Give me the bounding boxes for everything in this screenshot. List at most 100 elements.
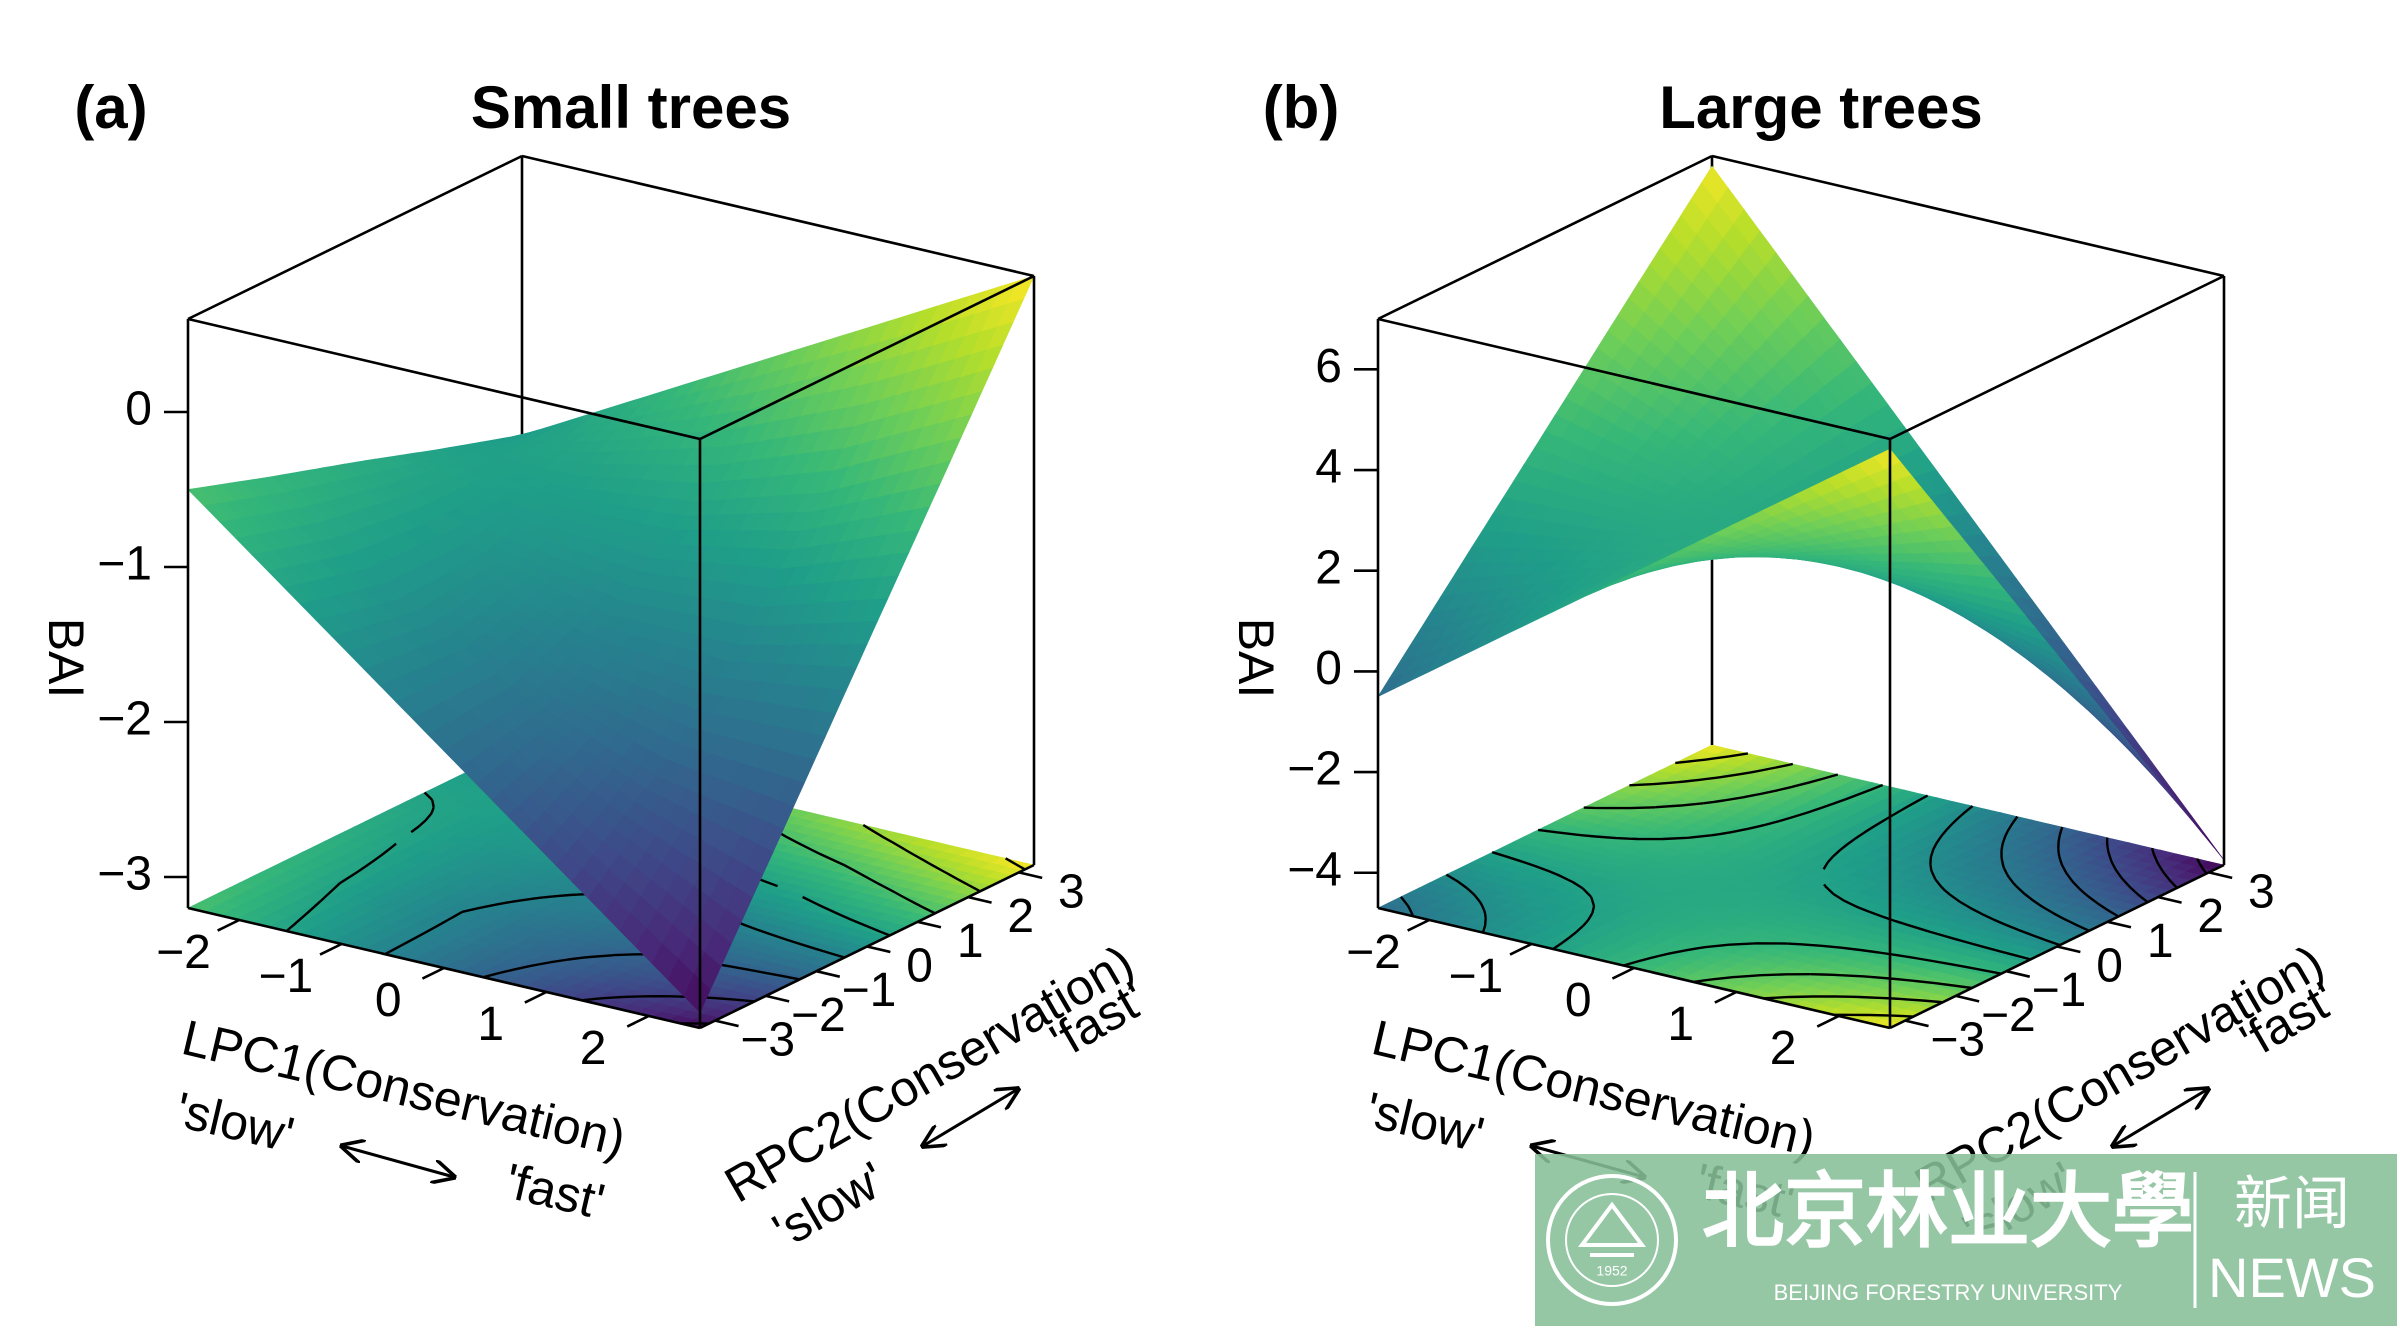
y-tick <box>714 1019 739 1028</box>
z-axis-label: BAI <box>1228 618 1284 699</box>
contour-line <box>1718 819 1780 836</box>
y-tick-label: −3 <box>1930 1014 1985 1067</box>
x-tick-label: 0 <box>1565 974 1592 1027</box>
box-edge <box>1889 274 2225 441</box>
y-tick-label: −1 <box>842 964 897 1017</box>
contour-line <box>1958 900 2061 947</box>
surface-patch <box>1873 448 1901 470</box>
contour-line <box>2150 847 2178 889</box>
watermark-box <box>1535 1154 2397 1326</box>
z-tick-label: −2 <box>97 693 152 746</box>
surface-patch <box>683 973 711 1014</box>
contour-line <box>1552 897 1596 950</box>
contour-line <box>1929 805 1974 857</box>
x-axis-arrow <box>342 1146 454 1177</box>
box-edge <box>1377 317 1891 441</box>
z-tick-label: 6 <box>1315 340 1342 393</box>
x-tick <box>319 942 343 956</box>
contour-line <box>2057 826 2064 854</box>
watermark: 1952 北京林业大學 BEIJING FORESTRY UNIVERSITY … <box>1535 1154 2397 1326</box>
contour-line <box>1589 895 1593 899</box>
y-tick <box>866 945 891 954</box>
surface <box>187 275 1035 1014</box>
contour-line <box>1582 833 1719 841</box>
x-tick-label: −1 <box>1449 950 1504 1003</box>
x-tick-label: −2 <box>156 926 211 979</box>
z-tick-label: −1 <box>97 538 152 591</box>
x-tick-label: 2 <box>580 1022 607 1075</box>
contour-line <box>2000 815 2019 876</box>
z-tick-label: 0 <box>1315 642 1342 695</box>
y-tick <box>2006 969 2031 978</box>
y-tick <box>1904 1019 1929 1028</box>
contour-line <box>1703 773 1839 805</box>
z-tick-label: 4 <box>1315 441 1342 494</box>
y-tick-label: 0 <box>2096 939 2123 992</box>
y-tick-label: −1 <box>2032 964 2087 1017</box>
contour-line <box>1854 794 1929 840</box>
box-edge <box>187 317 701 441</box>
contour-line <box>862 823 893 843</box>
x-tick-label: 0 <box>375 974 402 1027</box>
y-tick <box>765 994 790 1003</box>
surface <box>1377 165 2225 861</box>
y-tick <box>1018 871 1043 880</box>
y-tick <box>917 920 942 929</box>
contour-line <box>1763 995 1943 1004</box>
contour-line <box>2082 891 2120 918</box>
y-tick-label: −2 <box>791 989 846 1042</box>
watermark-section-en: NEWS <box>2208 1246 2376 1309</box>
y-tick-label: −3 <box>740 1014 795 1067</box>
y-tick-label: 2 <box>1007 890 1034 943</box>
contour-line <box>1491 851 1592 898</box>
y-tick-label: 0 <box>906 939 933 992</box>
contour-line <box>1629 762 1794 787</box>
contour-line <box>1658 942 1788 958</box>
x-tick <box>1816 1014 1840 1028</box>
x-tick <box>1407 918 1430 932</box>
contour-line <box>1778 783 1884 823</box>
panel-label: (b) <box>1263 74 1340 141</box>
box-edge <box>187 154 523 321</box>
contour-line <box>1823 883 1835 896</box>
x-tick <box>1611 966 1635 980</box>
y-axis-arrow <box>2113 1089 2208 1146</box>
panel: −3−2−10−2 −1 0 1 2 −3−2−1 0 1 2 3(a) Small treesBA… <box>38 74 1155 1259</box>
x-tick <box>626 1014 650 1028</box>
z-tick-label: −2 <box>1287 743 1342 796</box>
contour-line <box>339 842 397 885</box>
contour-line <box>802 895 891 937</box>
contour-line <box>843 864 897 895</box>
contours <box>1399 752 2208 1018</box>
seal-emblem <box>1578 1201 1646 1257</box>
box-edge <box>699 274 1035 441</box>
contour-line <box>1537 828 1583 837</box>
panel-title: Large trees <box>1659 74 1983 141</box>
seal-inner <box>1565 1193 1659 1287</box>
contour-line <box>1833 1013 1914 1018</box>
panel-title: Small trees <box>471 74 791 141</box>
y-tick-label: 1 <box>2147 915 2174 968</box>
contour-line <box>891 840 981 893</box>
y-tick <box>2208 871 2233 880</box>
contour-line <box>1583 802 1704 810</box>
y-tick <box>2157 895 2182 904</box>
y-tick <box>2056 945 2081 954</box>
x-tick <box>524 990 547 1004</box>
y-tick-label: 3 <box>2248 865 2275 918</box>
y-tick <box>967 895 992 904</box>
contour-line <box>1909 924 2031 961</box>
contour-line <box>1929 856 1961 903</box>
x-tick <box>421 966 445 980</box>
y-tick-label: −2 <box>1981 989 2036 1042</box>
y-tick-label: 3 <box>1058 865 1085 918</box>
contour-line <box>285 882 341 933</box>
contour-line <box>1810 973 1973 990</box>
x-tick-label: 1 <box>1667 998 1694 1051</box>
z-tick-label: −3 <box>97 848 152 901</box>
watermark-name-en: BEIJING FORESTRY UNIVERSITY <box>1774 1280 2123 1305</box>
watermark-section-cn: 新闻 <box>2234 1171 2350 1236</box>
contour-line <box>410 791 435 834</box>
contour-line <box>1822 837 1856 870</box>
x-tick-label: 1 <box>477 998 504 1051</box>
